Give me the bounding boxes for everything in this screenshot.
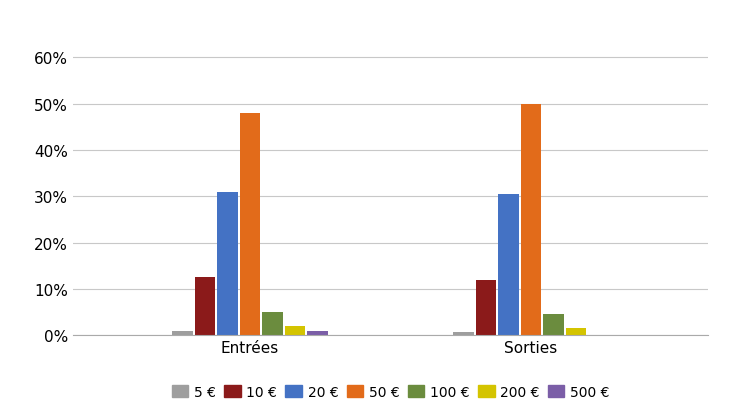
Bar — [499, 195, 519, 335]
Bar — [307, 332, 328, 335]
Bar — [476, 280, 496, 335]
Bar — [285, 326, 305, 335]
Bar — [262, 312, 283, 335]
Legend: 5 €, 10 €, 20 €, 50 €, 100 €, 200 €, 500 €: 5 €, 10 €, 20 €, 50 €, 100 €, 200 €, 500… — [166, 380, 615, 405]
Bar — [453, 333, 474, 335]
Bar — [218, 192, 238, 335]
Bar — [195, 278, 215, 335]
Bar — [520, 104, 542, 335]
Bar — [239, 114, 261, 335]
Bar — [543, 315, 564, 335]
Bar — [566, 328, 586, 335]
Bar — [172, 331, 193, 335]
